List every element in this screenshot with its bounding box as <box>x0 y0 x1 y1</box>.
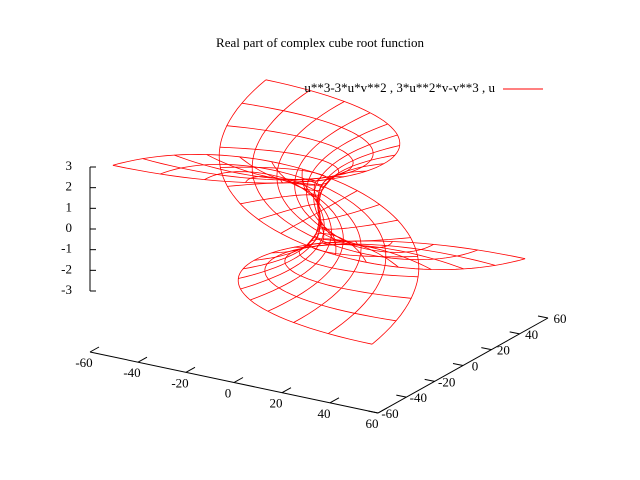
z-tick-label: -2 <box>61 261 72 276</box>
y-tick-label: 60 <box>554 311 567 326</box>
x-tick-label: 40 <box>318 406 331 421</box>
mesh-line <box>218 79 526 271</box>
x-tick <box>281 387 292 394</box>
x-tick <box>329 397 340 404</box>
y-tick <box>396 394 407 398</box>
mesh-line <box>294 145 400 248</box>
mesh-line <box>206 146 340 182</box>
x-tick-label: -20 <box>171 375 188 390</box>
y-tick-label: 40 <box>525 327 538 342</box>
mesh-line <box>306 123 388 246</box>
x-tick <box>89 346 100 353</box>
z-tick-label: 3 <box>66 158 73 173</box>
x-tick-label: 60 <box>366 416 379 431</box>
x-tick <box>377 407 388 414</box>
mesh-line <box>112 79 401 184</box>
mesh-line <box>220 156 330 186</box>
y-tick <box>537 315 549 319</box>
x-tick <box>233 377 244 383</box>
z-tick-label: -3 <box>61 282 72 297</box>
x-tick-label: 0 <box>225 385 232 400</box>
y-tick <box>367 410 379 414</box>
x-tick <box>185 366 196 373</box>
y-tick-label: 20 <box>497 343 510 358</box>
x-tick-label: -40 <box>123 365 140 380</box>
y-tick <box>424 378 435 382</box>
y-tick-label: -20 <box>438 374 455 389</box>
x-tick-label: -60 <box>75 355 92 370</box>
x-tick <box>137 356 148 363</box>
y-tick-label: -60 <box>381 406 398 421</box>
y-tick <box>481 347 492 351</box>
legend-label: u**3-3*u*v**2 , 3*u**2*v-v**3 , u <box>304 80 495 95</box>
y-tick <box>509 331 520 335</box>
z-tick-label: -1 <box>61 241 72 256</box>
mesh-line <box>251 90 478 261</box>
mesh-line <box>313 134 398 246</box>
mesh-line <box>276 101 434 253</box>
z-tick-label: 0 <box>66 220 73 235</box>
y-tick-label: 0 <box>472 358 479 373</box>
z-tick-label: 1 <box>66 199 73 214</box>
mesh-line <box>294 112 393 248</box>
x-tick-label: 20 <box>270 396 283 411</box>
chart-title: Real part of complex cube root function <box>216 35 424 50</box>
y-tick <box>452 363 464 366</box>
mesh-line <box>142 102 374 181</box>
y-tick-label: -40 <box>410 390 427 405</box>
z-tick-label: 2 <box>66 179 73 194</box>
mesh-line <box>174 125 354 180</box>
